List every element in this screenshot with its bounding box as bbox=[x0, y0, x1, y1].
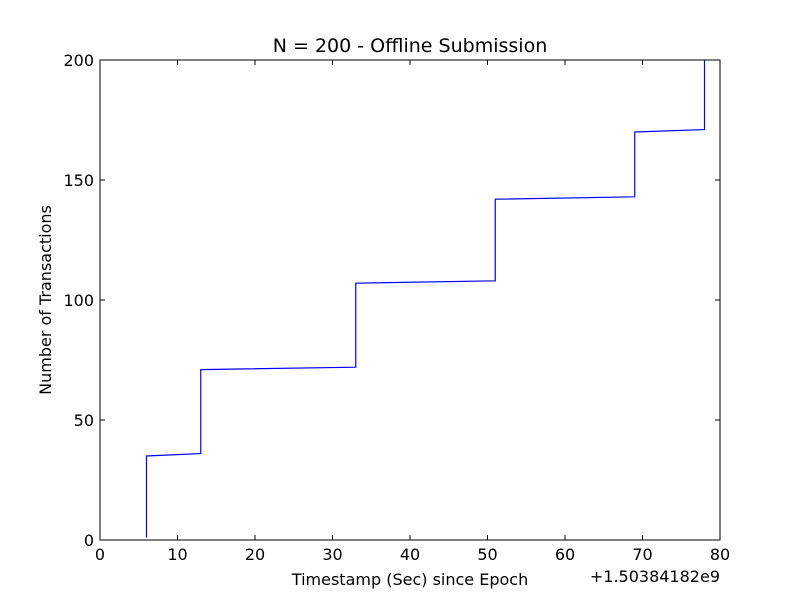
plot-area: 0 10 20 30 40 50 60 70 80 0 50 100 150 200 bbox=[63, 51, 730, 564]
y-tick-label: 100 bbox=[63, 291, 94, 310]
series-line bbox=[145, 60, 706, 538]
y-tick-label: 200 bbox=[63, 51, 94, 70]
y-tick-label: 150 bbox=[63, 171, 94, 190]
x-tick-label: 80 bbox=[710, 545, 730, 564]
x-tick-label: 50 bbox=[477, 545, 497, 564]
y-axis-label: Number of Transactions bbox=[36, 205, 55, 395]
chart-title: N = 200 - Offline Submission bbox=[273, 35, 547, 57]
x-tick-label: 40 bbox=[400, 545, 420, 564]
x-tick-label: 0 bbox=[95, 545, 105, 564]
x-tick-label: 20 bbox=[245, 545, 265, 564]
x-axis-label: Timestamp (Sec) since Epoch bbox=[291, 570, 528, 589]
x-axis: 0 10 20 30 40 50 60 70 80 bbox=[95, 60, 730, 564]
x-tick-label: 70 bbox=[632, 545, 652, 564]
y-tick-label: 0 bbox=[84, 531, 94, 550]
x-tick-label: 10 bbox=[167, 545, 187, 564]
y-tick-label: 50 bbox=[74, 411, 94, 430]
x-tick-label: 60 bbox=[555, 545, 575, 564]
x-tick-label: 30 bbox=[322, 545, 342, 564]
x-axis-offset-label: +1.50384182e9 bbox=[590, 567, 720, 586]
y-axis: 0 50 100 150 200 bbox=[63, 51, 720, 550]
